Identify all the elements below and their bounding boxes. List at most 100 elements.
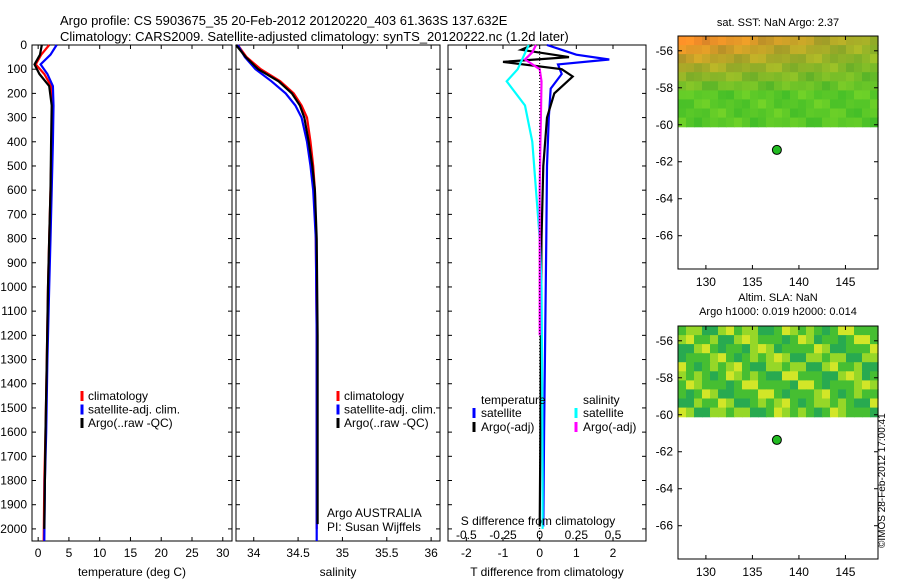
- map-cell: [830, 108, 839, 119]
- map-cell: [814, 72, 823, 82]
- salinity-xtick-label: 35: [336, 546, 350, 560]
- map-cell: [678, 108, 687, 119]
- map-cell: [710, 335, 719, 345]
- map-cell: [686, 81, 695, 91]
- map-cell: [814, 81, 823, 91]
- map-cell: [782, 344, 791, 354]
- diff-legend-label: satellite: [481, 406, 522, 420]
- map-cell: [798, 389, 807, 400]
- map-cell: [678, 398, 687, 409]
- depth-tick-label: 1000: [0, 280, 27, 294]
- map-cell: [870, 335, 879, 345]
- map-cell: [822, 63, 831, 73]
- map-cell: [846, 407, 855, 418]
- map-cell: [750, 72, 759, 82]
- map-cell: [806, 326, 815, 336]
- map-cell: [846, 72, 855, 82]
- map-cell: [870, 326, 879, 336]
- map-cell: [862, 326, 871, 336]
- map-cell: [718, 398, 727, 409]
- map-cell: [750, 380, 759, 391]
- map-cell: [758, 389, 767, 400]
- differences-xlabel: T difference from climatology: [470, 565, 624, 579]
- salinity-diff-tick-label: 0.5: [605, 528, 622, 542]
- map-cell: [838, 389, 847, 400]
- map-cell: [774, 90, 783, 101]
- map-cell: [710, 117, 719, 128]
- sst_map-ytick-label: -62: [656, 155, 674, 169]
- map-cell: [678, 380, 687, 391]
- diff-legend-label: satellite: [583, 406, 624, 420]
- map-cell: [686, 108, 695, 119]
- map-cell: [798, 99, 807, 110]
- map-cell: [774, 353, 783, 363]
- map-cell: [790, 389, 799, 400]
- map-cell: [718, 362, 727, 372]
- map-cell: [702, 389, 711, 400]
- map-cell: [742, 63, 751, 73]
- map-cell: [846, 63, 855, 73]
- map-cell: [758, 398, 767, 409]
- map-cell: [838, 36, 847, 46]
- map-cell: [846, 353, 855, 363]
- map-cell: [806, 54, 815, 64]
- depth-tick-label: 1700: [0, 449, 27, 463]
- argo-annotation-line: PI: Susan Wijffels: [327, 520, 421, 534]
- map-cell: [822, 371, 831, 381]
- map-cell: [750, 362, 759, 372]
- temperature-xtick-label: 10: [93, 546, 107, 560]
- map-cell: [758, 335, 767, 345]
- temperature-series-argo-raw-qc-: [33, 44, 53, 529]
- map-cell: [774, 81, 783, 91]
- map-cell: [750, 371, 759, 381]
- figure-title-line2: Climatology: CARS2009. Satellite-adjuste…: [60, 29, 569, 44]
- map-cell: [710, 389, 719, 400]
- map-cell: [678, 117, 687, 128]
- map-cell: [798, 398, 807, 409]
- temperature-xtick-label: 5: [66, 546, 73, 560]
- map-cell: [862, 108, 871, 119]
- map-cell: [686, 90, 695, 101]
- map-cell: [702, 362, 711, 372]
- map-cell: [870, 63, 879, 73]
- map-cell: [790, 54, 799, 64]
- map-cell: [726, 353, 735, 363]
- depth-tick-label: 800: [7, 232, 27, 246]
- map-cell: [758, 344, 767, 354]
- map-cell: [822, 117, 831, 128]
- map-cell: [702, 99, 711, 110]
- map-cell: [710, 108, 719, 119]
- map-cell: [830, 81, 839, 91]
- map-cell: [790, 344, 799, 354]
- map-cell: [782, 72, 791, 82]
- map-cell: [726, 326, 735, 336]
- depth-tick-label: 1500: [0, 401, 27, 415]
- map-cell: [718, 371, 727, 381]
- map-cell: [774, 407, 783, 418]
- map-cell: [726, 335, 735, 345]
- map-cell: [678, 54, 687, 64]
- depth-tick-label: 1200: [0, 328, 27, 342]
- map-cell: [806, 108, 815, 119]
- map-cell: [710, 398, 719, 409]
- map-cell: [766, 81, 775, 91]
- map-cell: [814, 117, 823, 128]
- map-cell: [822, 353, 831, 363]
- map-cell: [758, 353, 767, 363]
- map-cell: [790, 335, 799, 345]
- differences-xtick-label: 1: [573, 546, 580, 560]
- map-cell: [782, 99, 791, 110]
- map-cell: [854, 117, 863, 128]
- depth-tick-label: 900: [7, 256, 27, 270]
- map-cell: [686, 63, 695, 73]
- map-cell: [758, 72, 767, 82]
- salinity-plot-frame: [235, 44, 441, 542]
- map-cell: [734, 36, 743, 46]
- map-cell: [782, 81, 791, 91]
- map-cell: [854, 389, 863, 400]
- map-cell: [782, 398, 791, 409]
- map-cell: [814, 45, 823, 55]
- map-cell: [750, 45, 759, 55]
- map-cell: [766, 371, 775, 381]
- map-cell: [734, 353, 743, 363]
